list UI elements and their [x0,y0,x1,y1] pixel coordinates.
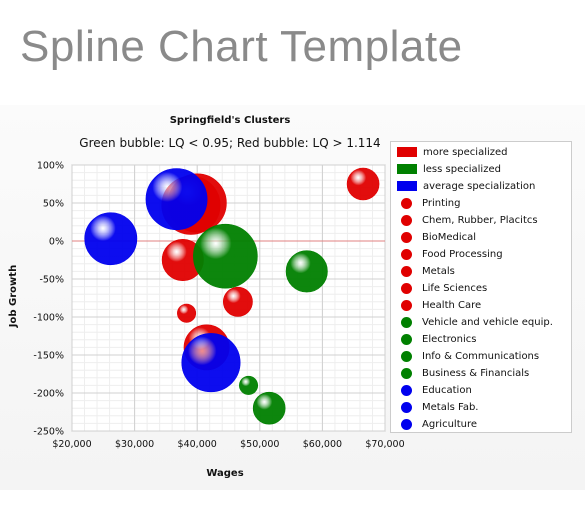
legend-item: average specialization [397,178,535,194]
y-tick-label: -50% [39,275,64,286]
chart-title: Springfield's Clusters [170,115,291,126]
legend-item: Vehicle and vehicle equip. [397,314,553,330]
legend-label: average specialization [423,180,536,192]
bubble-vehicle-and-vehicle-equip [193,223,258,289]
legend-swatch [401,231,412,243]
y-tick-label: 0% [49,237,64,248]
legend-item: Electronics [397,331,477,347]
legend-label: more specialized [423,146,508,158]
legend-item: BioMedical [397,229,476,245]
legend-item: Health Care [397,297,481,313]
legend-swatch [397,147,417,157]
legend-item: Life Sciences [397,280,487,296]
legend-label: Food Processing [422,248,503,260]
x-tick-label: $70,000 [365,439,404,450]
legend-item: less specialized [397,161,501,177]
y-tick-label: -100% [33,313,64,324]
legend-swatch [401,418,412,430]
legend-swatch [401,282,412,294]
legend-swatch [397,181,417,191]
legend-label: BioMedical [422,231,477,243]
legend-swatch [401,333,412,345]
bubble-info-communications [239,375,259,395]
x-tick-label: $20,000 [52,439,91,450]
legend-item: Info & Communications [397,348,539,364]
legend-label: Agriculture [422,418,477,430]
legend-label: Health Care [422,299,482,311]
legend-swatch [401,265,412,277]
legend-label: less specialized [423,163,501,175]
x-tick-label: $30,000 [115,439,154,450]
bubble-education [84,212,138,266]
legend-item: Food Processing [397,246,503,262]
legend-item: Metals Fab. [397,399,478,415]
legend-item: Metals [397,263,455,279]
legend-item: Printing [397,195,460,211]
legend-swatch [401,248,412,260]
legend-item: Education [397,382,472,398]
legend-item: Business & Financials [397,365,529,381]
y-tick-label: -200% [33,389,64,400]
x-tick-label: $50,000 [240,439,279,450]
bubble-business-financials [252,391,286,425]
legend-swatch [397,164,417,174]
legend-item: Chem, Rubber, Placitcs [397,212,538,228]
legend-label: Electronics [422,333,477,345]
y-tick-label: 50% [43,199,64,210]
y-tick-label: -150% [33,351,64,362]
axis-ticks: $20,000 $30,000 $40,000 $50,000 $60,000 $70,0… [33,161,404,451]
legend-label: Education [422,384,472,396]
y-tick-label: -250% [33,427,64,438]
bubble-printing [346,167,380,201]
bubble-electronics [285,250,328,293]
legend-swatch [401,214,412,226]
y-tick-label: 100% [37,161,64,172]
legend-swatch [401,316,412,328]
legend-swatch [401,384,412,396]
legend-label: Metals Fab. [422,401,479,413]
bubble-life-sciences [222,286,253,317]
legend-label: Vehicle and vehicle equip. [422,316,553,328]
bubble-metals-fab [145,168,208,231]
legend-label: Life Sciences [422,282,488,294]
legend-swatch [401,197,412,209]
legend-label: Metals [422,265,455,277]
legend-label: Chem, Rubber, Placitcs [422,214,538,226]
legend-swatch [401,350,412,362]
legend-swatch [401,401,412,413]
x-tick-label: $60,000 [303,439,342,450]
legend-item: Agriculture [397,416,477,432]
legend-swatch [401,367,412,379]
legend-label: Info & Communications [422,350,540,362]
x-axis-label: Wages [206,468,243,479]
bubble-agriculture [181,333,241,393]
chart-subtitle: Green bubble: LQ < 0.95; Red bubble: LQ … [79,136,380,150]
x-tick-label: $40,000 [178,439,217,450]
legend-swatch [401,299,412,311]
legend-label: Printing [422,197,461,209]
chart-legend: more specialized less specialized average … [390,141,572,433]
y-axis-label: Job Growth [8,265,19,328]
legend-label: Business & Financials [422,367,530,379]
page-title: Spline Chart Template [20,22,463,71]
bubbles [84,167,380,425]
legend-item: more specialized [397,144,508,160]
bubble-metals [177,303,197,323]
